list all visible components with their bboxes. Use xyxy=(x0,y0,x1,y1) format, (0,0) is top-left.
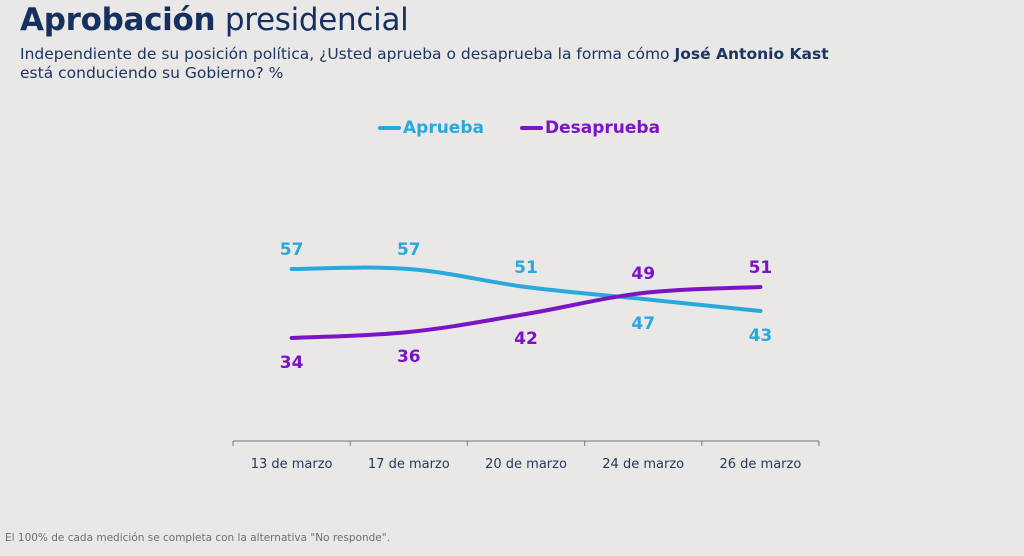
data-label-aprueba: 43 xyxy=(749,326,773,346)
data-labels: 57 57 51 47 43 34 36 42 49 51 xyxy=(280,240,772,373)
legend-swatch-aprueba xyxy=(378,126,401,130)
x-tick-label: 17 de marzo xyxy=(368,457,450,472)
legend-label-desaprueba: Desaprueba xyxy=(544,118,661,138)
x-tick-label: 13 de marzo xyxy=(251,457,333,472)
legend-label-aprueba: Aprueba xyxy=(403,118,484,138)
data-label-desaprueba: 49 xyxy=(631,264,655,284)
data-label-aprueba: 51 xyxy=(514,258,538,278)
data-label-desaprueba: 42 xyxy=(514,329,538,349)
x-axis: 13 de marzo 17 de marzo 20 de marzo 24 de m… xyxy=(232,440,820,472)
footnote: El 100% de cada medición se completa con… xyxy=(5,532,390,544)
question-text: Independiente de su posición política, ¿… xyxy=(20,45,920,83)
series-layer xyxy=(289,265,763,340)
legend-item-aprueba: Aprueba xyxy=(378,118,484,138)
question-part2: está conduciendo su Gobierno? % xyxy=(20,64,284,82)
data-label-desaprueba: 36 xyxy=(397,347,421,367)
series-line-desaprueba xyxy=(289,285,763,340)
page-title: Aprobación presidencial xyxy=(20,2,409,38)
data-label-desaprueba: 51 xyxy=(749,258,773,278)
title-regular: presidencial xyxy=(224,2,409,38)
x-tick-label: 24 de marzo xyxy=(602,457,684,472)
title-bold: Aprobación xyxy=(20,2,216,38)
series-line-aprueba xyxy=(289,265,763,313)
data-label-aprueba: 47 xyxy=(631,314,655,334)
x-tick-label: 26 de marzo xyxy=(719,457,801,472)
x-tick-label: 20 de marzo xyxy=(485,457,567,472)
chart-legend: Aprueba Desaprueba xyxy=(378,118,660,138)
president-name: José Antonio Kast xyxy=(674,45,829,63)
legend-swatch-desaprueba xyxy=(519,126,543,130)
question-part1: Independiente de su posición política, ¿… xyxy=(20,45,675,63)
data-label-aprueba: 57 xyxy=(397,240,421,260)
data-label-aprueba: 57 xyxy=(280,240,304,260)
legend-item-desaprueba: Desaprueba xyxy=(519,118,661,138)
data-label-desaprueba: 34 xyxy=(280,353,304,373)
